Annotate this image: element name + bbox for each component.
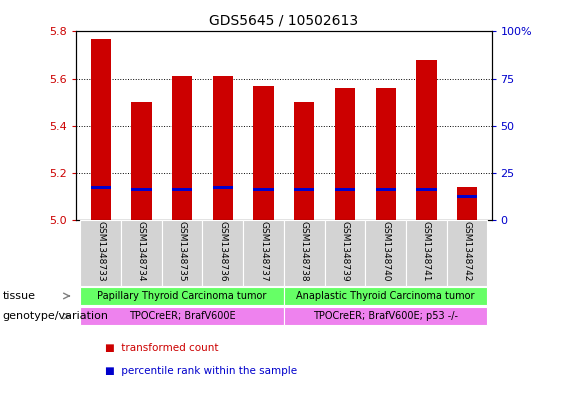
Text: GSM1348734: GSM1348734 [137,221,146,282]
Bar [416,188,437,191]
Bar [253,86,273,220]
Bar [294,102,315,220]
Bar [376,188,396,191]
Text: GSM1348738: GSM1348738 [300,221,308,282]
Bar [212,185,233,189]
Bar [80,287,284,305]
Bar [243,220,284,286]
Bar [212,76,233,220]
Bar [284,307,488,325]
Bar [202,220,243,286]
Bar [325,220,366,286]
Text: Anaplastic Thyroid Carcinoma tumor: Anaplastic Thyroid Carcinoma tumor [297,291,475,301]
Bar [447,220,488,286]
Bar [172,76,192,220]
Text: GSM1348737: GSM1348737 [259,221,268,282]
Bar [335,188,355,191]
Bar [376,88,396,220]
Bar [335,88,355,220]
Bar [90,39,111,220]
Text: ■  percentile rank within the sample: ■ percentile rank within the sample [105,365,297,376]
Text: TPOCreER; BrafV600E: TPOCreER; BrafV600E [129,311,236,321]
Bar [294,188,315,191]
Text: Papillary Thyroid Carcinoma tumor: Papillary Thyroid Carcinoma tumor [97,291,267,301]
Text: tissue: tissue [3,291,36,301]
Bar [131,188,151,191]
Bar [253,188,273,191]
Bar [457,195,477,198]
Bar [80,220,121,286]
Bar [284,287,488,305]
Bar [406,220,447,286]
Text: GSM1348740: GSM1348740 [381,221,390,282]
Bar [162,220,202,286]
Text: GSM1348735: GSM1348735 [177,221,186,282]
Text: GSM1348739: GSM1348739 [341,221,350,282]
Text: TPOCreER; BrafV600E; p53 -/-: TPOCreER; BrafV600E; p53 -/- [313,311,458,321]
Text: GSM1348741: GSM1348741 [422,221,431,282]
Text: ■  transformed count: ■ transformed count [105,343,218,353]
Text: GSM1348742: GSM1348742 [463,221,472,281]
Text: genotype/variation: genotype/variation [3,311,109,321]
Bar [90,185,111,189]
Bar [80,307,284,325]
Bar [172,188,192,191]
Bar [416,60,437,220]
Bar [457,187,477,220]
Text: GSM1348733: GSM1348733 [96,221,105,282]
Bar [121,220,162,286]
Text: GSM1348736: GSM1348736 [218,221,227,282]
Title: GDS5645 / 10502613: GDS5645 / 10502613 [210,13,358,28]
Bar [366,220,406,286]
Bar [131,102,151,220]
Bar [284,220,325,286]
